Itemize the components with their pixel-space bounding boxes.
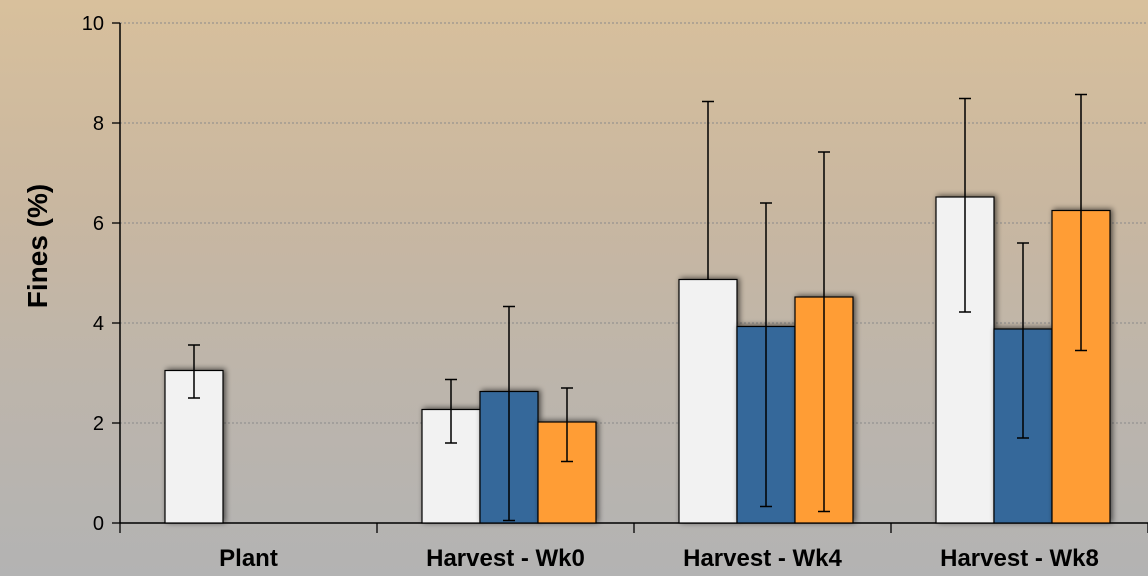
y-tick-label: 0: [93, 513, 104, 535]
y-tick-label: 4: [93, 313, 104, 335]
y-tick-label: 2: [93, 413, 104, 435]
error-bars: [188, 93, 1087, 522]
y-tick-label: 6: [93, 213, 104, 235]
y-axis-title: Fines (%): [22, 184, 53, 308]
x-category-label: Harvest - Wk8: [940, 545, 1099, 572]
bars: [164, 196, 1111, 524]
x-category-label: Plant: [219, 545, 278, 572]
axis-labels: 0 2 4 6 8 10 Plant Harvest - Wk0 Harvest - Wk4 Ha…: [82, 13, 1099, 572]
y-tick-label: 10: [82, 13, 104, 35]
x-category-label: Harvest - Wk4: [683, 545, 842, 572]
bar: [678, 278, 738, 524]
x-category-label: Harvest - Wk0: [426, 545, 585, 572]
y-tick-label: 8: [93, 113, 104, 135]
